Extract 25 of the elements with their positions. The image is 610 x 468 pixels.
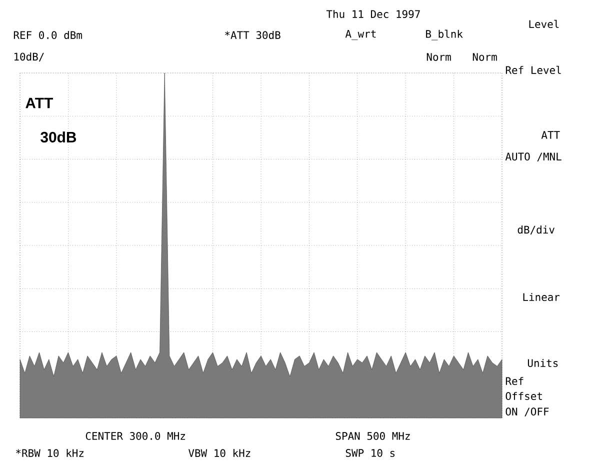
annotation: 30dB: [40, 131, 76, 142]
text: Units: [528, 358, 558, 368]
text: A_wrt: [345, 30, 376, 40]
text: VBW 10 kHz: [188, 448, 250, 458]
text: B_blnk: [426, 30, 463, 40]
text: Ref Level: [506, 66, 561, 74]
text: 10dB/: [14, 52, 44, 62]
text: SWP 10 s: [346, 449, 395, 457]
text: AUTO /MNL: [505, 152, 562, 162]
text: Ref: [506, 376, 524, 386]
text: Norm: [426, 53, 451, 61]
text: CENTER 300.0 MHz: [86, 432, 185, 440]
text: Linear: [523, 292, 560, 302]
text: ATT: [541, 131, 560, 139]
text: SPAN 500 MHz: [336, 432, 410, 440]
text: Offset: [506, 392, 542, 400]
text: ON /OFF: [506, 408, 549, 416]
text: dB/div: [518, 226, 554, 234]
text: Level: [529, 20, 559, 28]
text: Thu 11 Dec 1997: [326, 10, 420, 18]
text: REF 0.0 dBm: [14, 30, 82, 40]
text: *RBW 10 kHz: [16, 448, 84, 458]
text: *ATT 30dB: [225, 30, 280, 40]
text: Norm: [472, 53, 497, 61]
annotation: ATT: [26, 98, 53, 108]
